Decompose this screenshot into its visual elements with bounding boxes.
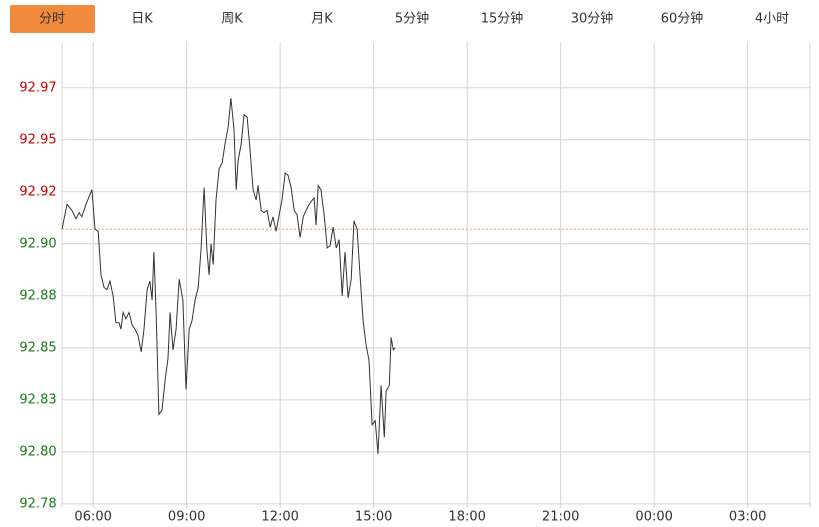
tab[interactable]: 月K xyxy=(311,12,333,27)
x-tick-label: 12:00 xyxy=(261,510,298,524)
y-tick-label: 92.90 xyxy=(19,236,56,251)
tab[interactable]: 15分钟 xyxy=(481,11,524,27)
x-tick-label: 21:00 xyxy=(542,510,579,524)
tab[interactable]: 4小时 xyxy=(755,12,789,27)
tab[interactable]: 30分钟 xyxy=(571,11,614,27)
tab[interactable]: 日K xyxy=(131,12,153,27)
x-tick-label: 00:00 xyxy=(635,510,672,524)
tab[interactable]: 60分钟 xyxy=(661,11,704,27)
x-tick-label: 03:00 xyxy=(729,510,766,524)
y-tick-label: 92.95 xyxy=(19,132,56,147)
y-tick-label: 92.92 xyxy=(19,184,56,199)
x-tick-label: 15:00 xyxy=(355,510,392,524)
y-tick-label: 92.97 xyxy=(19,80,56,95)
tab[interactable]: 分时 xyxy=(39,12,65,27)
price-line xyxy=(61,98,396,454)
x-tick-label: 18:00 xyxy=(448,510,485,524)
active-tab-bg xyxy=(10,5,95,33)
y-tick-label: 92.85 xyxy=(19,340,56,355)
tab[interactable]: 周K xyxy=(221,12,243,27)
y-tick-label: 92.88 xyxy=(19,288,56,303)
tab[interactable]: 5分钟 xyxy=(395,11,429,27)
x-tick-label: 06:00 xyxy=(74,510,111,524)
y-tick-label: 92.78 xyxy=(19,496,56,511)
y-tick-label: 92.83 xyxy=(19,392,56,407)
y-tick-label: 92.80 xyxy=(19,444,56,459)
x-tick-label: 09:00 xyxy=(168,510,205,524)
